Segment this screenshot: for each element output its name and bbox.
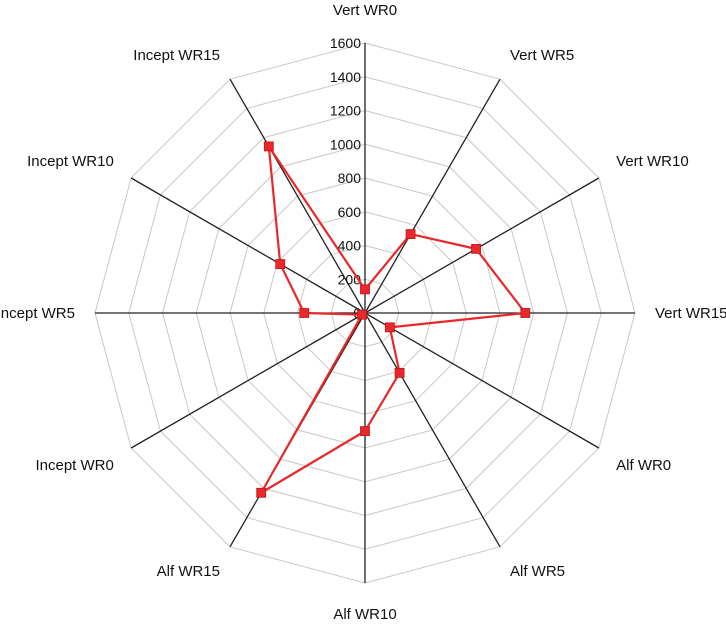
category-label: Alf WR15 <box>157 563 220 580</box>
axis-spoke <box>364 312 501 548</box>
data-point <box>394 368 405 378</box>
radial-tick-label: 1400 <box>330 69 361 85</box>
radial-tick-label: 600 <box>338 204 362 220</box>
axis-spokes <box>95 43 635 583</box>
data-point <box>299 308 310 318</box>
category-label: Vert WR10 <box>616 153 689 170</box>
radial-tick-label: 1600 <box>330 35 361 51</box>
data-point <box>357 309 367 320</box>
data-point <box>471 243 481 254</box>
radial-tick-label: 1200 <box>330 103 361 119</box>
data-point <box>405 229 416 239</box>
radial-tick-label: 400 <box>338 238 362 254</box>
axis-spoke <box>364 78 501 314</box>
category-label: Incept WR0 <box>35 457 113 474</box>
data-point <box>275 259 286 269</box>
category-label: Alf WR5 <box>510 563 565 580</box>
category-label: Incept WR10 <box>27 153 114 170</box>
radial-tick-label: 1000 <box>330 136 361 152</box>
data-point <box>263 141 274 152</box>
axis-spoke <box>130 177 366 314</box>
category-label: Incept WR15 <box>133 47 220 64</box>
data-point <box>520 308 531 318</box>
data-point <box>360 284 370 295</box>
data-point <box>360 426 370 437</box>
axis-spoke <box>229 78 366 314</box>
axis-spoke <box>364 312 600 449</box>
category-label: Vert WR15 <box>655 305 726 322</box>
category-label: Incept WR5 <box>0 305 75 322</box>
axis-spoke <box>364 177 600 314</box>
data-series <box>256 141 531 498</box>
category-label: Vert WR0 <box>333 2 397 19</box>
data-point <box>384 322 395 333</box>
category-label: Alf WR10 <box>333 606 396 623</box>
data-point <box>256 487 267 498</box>
axis-spoke <box>130 312 366 449</box>
category-label: Alf WR0 <box>616 457 671 474</box>
radial-tick-label: 800 <box>338 170 362 186</box>
category-label: Vert WR5 <box>510 47 574 64</box>
